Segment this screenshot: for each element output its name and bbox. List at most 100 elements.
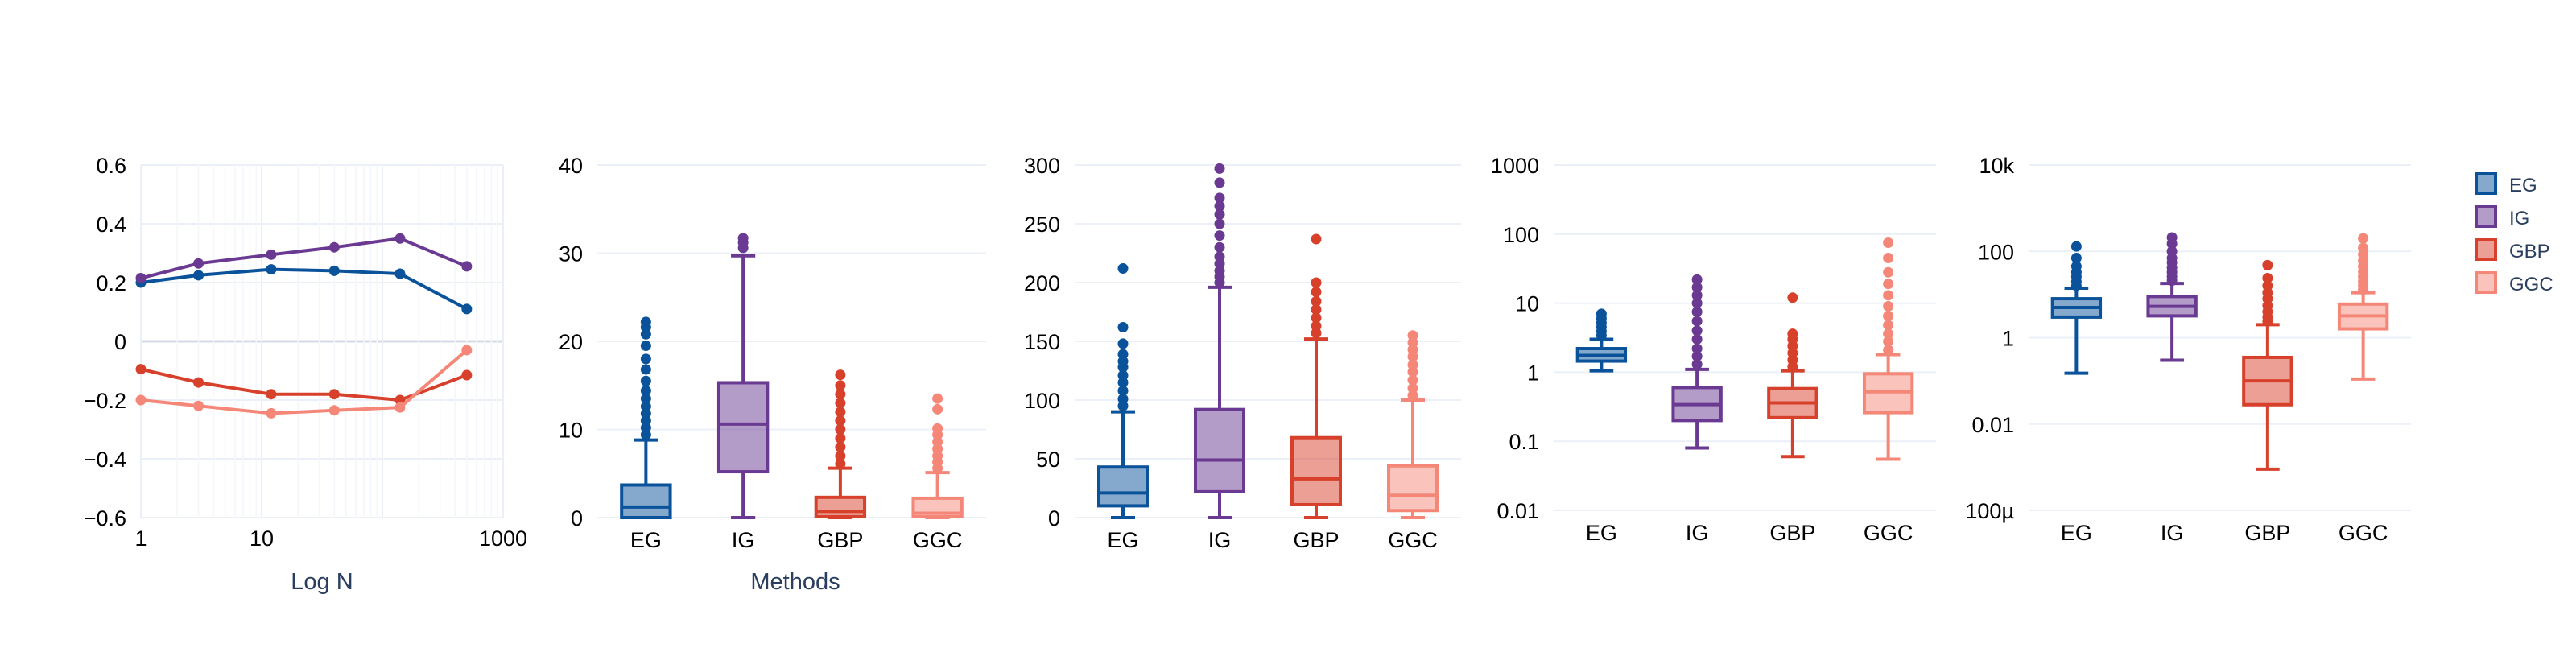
legend-label-GGC: GGC	[2509, 274, 2553, 295]
legend-swatch-GBP	[2475, 238, 2497, 261]
outlier-point-EG	[1117, 394, 1129, 405]
data-point-GBP	[266, 389, 277, 400]
x-tick-label: GGC	[913, 528, 963, 552]
y-tick-label: 0	[1048, 506, 1060, 530]
data-point-IG	[135, 273, 147, 284]
outlier-point-IG	[1691, 298, 1703, 309]
outlier-point-GBP	[835, 369, 846, 381]
outlier-point-GBP	[2262, 280, 2273, 291]
legend	[2475, 172, 2497, 294]
outlier-point-IG	[737, 233, 749, 244]
data-point-GBP	[461, 369, 473, 381]
data-point-GBP	[135, 364, 147, 375]
outlier-point-GGC	[932, 403, 943, 415]
outlier-point-IG	[2166, 246, 2178, 257]
series-line-GGC	[140, 349, 469, 415]
data-point-GGC	[328, 405, 340, 416]
y-tick-label: 1	[1527, 361, 1539, 385]
y-tick-label: 0	[571, 506, 583, 530]
outlier-point-EG	[1117, 369, 1129, 381]
outlier-point-GGC	[1883, 336, 1894, 347]
outlier-point-IG	[1691, 282, 1703, 293]
outlier-point-GGC	[1883, 328, 1894, 340]
y-tick-label: 100	[1024, 389, 1060, 413]
data-point-IG	[266, 249, 277, 260]
outlier-point-GGC	[1883, 266, 1894, 278]
series-line-EG	[140, 267, 468, 311]
outlier-point-EG	[2070, 241, 2082, 252]
legend-swatch-IG	[2475, 205, 2497, 228]
outlier-point-GGC	[932, 423, 943, 434]
x-tick-label: IG	[732, 528, 755, 552]
outlier-point-GGC	[932, 393, 943, 404]
outlier-point-IG	[1214, 177, 1225, 188]
x-tick-label: 10	[250, 526, 274, 551]
data-point-EG	[328, 265, 340, 276]
box-EG	[620, 483, 672, 519]
x-tick-label: IG	[1208, 528, 1232, 552]
legend-label-EG: EG	[2509, 175, 2537, 196]
outlier-point-IG	[1214, 251, 1225, 262]
data-point-GBP	[328, 389, 340, 400]
x-axis-title: Methods	[750, 569, 840, 595]
panel-3	[1075, 163, 1461, 519]
outlier-point-GGC	[2358, 233, 2369, 244]
outlier-point-IG	[1691, 290, 1703, 301]
panel-1	[135, 164, 504, 518]
data-point-GBP	[193, 377, 204, 388]
x-tick-label: 1	[134, 526, 147, 551]
data-point-EG	[394, 268, 406, 279]
x-tick-label: GBP	[817, 528, 863, 552]
data-point-GGC	[193, 400, 204, 411]
outlier-point-EG	[640, 385, 651, 396]
outlier-point-IG	[1214, 208, 1225, 220]
outlier-point-GGC	[1407, 359, 1418, 370]
outlier-point-GBP	[835, 398, 846, 409]
x-tick-label: GGC	[2339, 521, 2388, 545]
x-tick-label: IG	[2161, 521, 2184, 545]
outlier-point-GBP	[835, 450, 846, 461]
data-point-IG	[193, 258, 204, 269]
outlier-point-EG	[640, 316, 651, 328]
series-line-GBP	[140, 367, 468, 402]
outlier-point-GGC	[1407, 382, 1418, 394]
data-point-GGC	[135, 394, 147, 406]
outlier-point-IG	[1691, 333, 1703, 345]
y-tick-label: 50	[1036, 448, 1060, 472]
y-tick-label: 1	[2002, 327, 2014, 351]
outlier-point-GBP	[1311, 295, 1322, 307]
x-tick-label: EG	[2061, 521, 2092, 545]
outlier-point-GBP	[835, 389, 846, 400]
y-tick-label: 100	[1978, 240, 2014, 264]
outlier-point-GGC	[1883, 345, 1894, 356]
outlier-point-IG	[1691, 316, 1703, 327]
x-tick-label: GBP	[1293, 528, 1339, 552]
data-point-GGC	[461, 345, 473, 356]
x-tick-label: GGC	[1864, 521, 1913, 545]
y-tick-label: 20	[559, 330, 583, 354]
outlier-point-GBP	[1787, 328, 1798, 340]
outlier-point-GBP	[2262, 259, 2273, 270]
outlier-point-GGC	[1883, 290, 1894, 301]
y-tick-label: 10	[1515, 292, 1539, 316]
y-tick-label: 100	[1503, 223, 1539, 247]
outlier-point-EG	[1117, 338, 1129, 349]
legend-label-GBP: GBP	[2509, 241, 2550, 262]
outlier-point-GGC	[1883, 253, 1894, 264]
outlier-point-EG	[640, 340, 651, 351]
outlier-point-IG	[1214, 241, 1225, 253]
series-line-IG	[140, 237, 468, 280]
outlier-point-EG	[2070, 261, 2082, 272]
y-tick-label: 0	[114, 330, 126, 354]
x-tick-label: IG	[1686, 521, 1709, 545]
x-tick-label: GBP	[1769, 521, 1815, 545]
x-tick-label: EG	[1586, 521, 1617, 545]
outlier-point-EG	[640, 393, 651, 404]
box-GBP	[1290, 435, 1342, 506]
panel-5	[2029, 164, 2411, 511]
data-point-GGC	[394, 402, 406, 413]
outlier-point-IG	[1691, 325, 1703, 336]
y-tick-label: 250	[1024, 213, 1060, 237]
outlier-point-GGC	[1407, 330, 1418, 341]
